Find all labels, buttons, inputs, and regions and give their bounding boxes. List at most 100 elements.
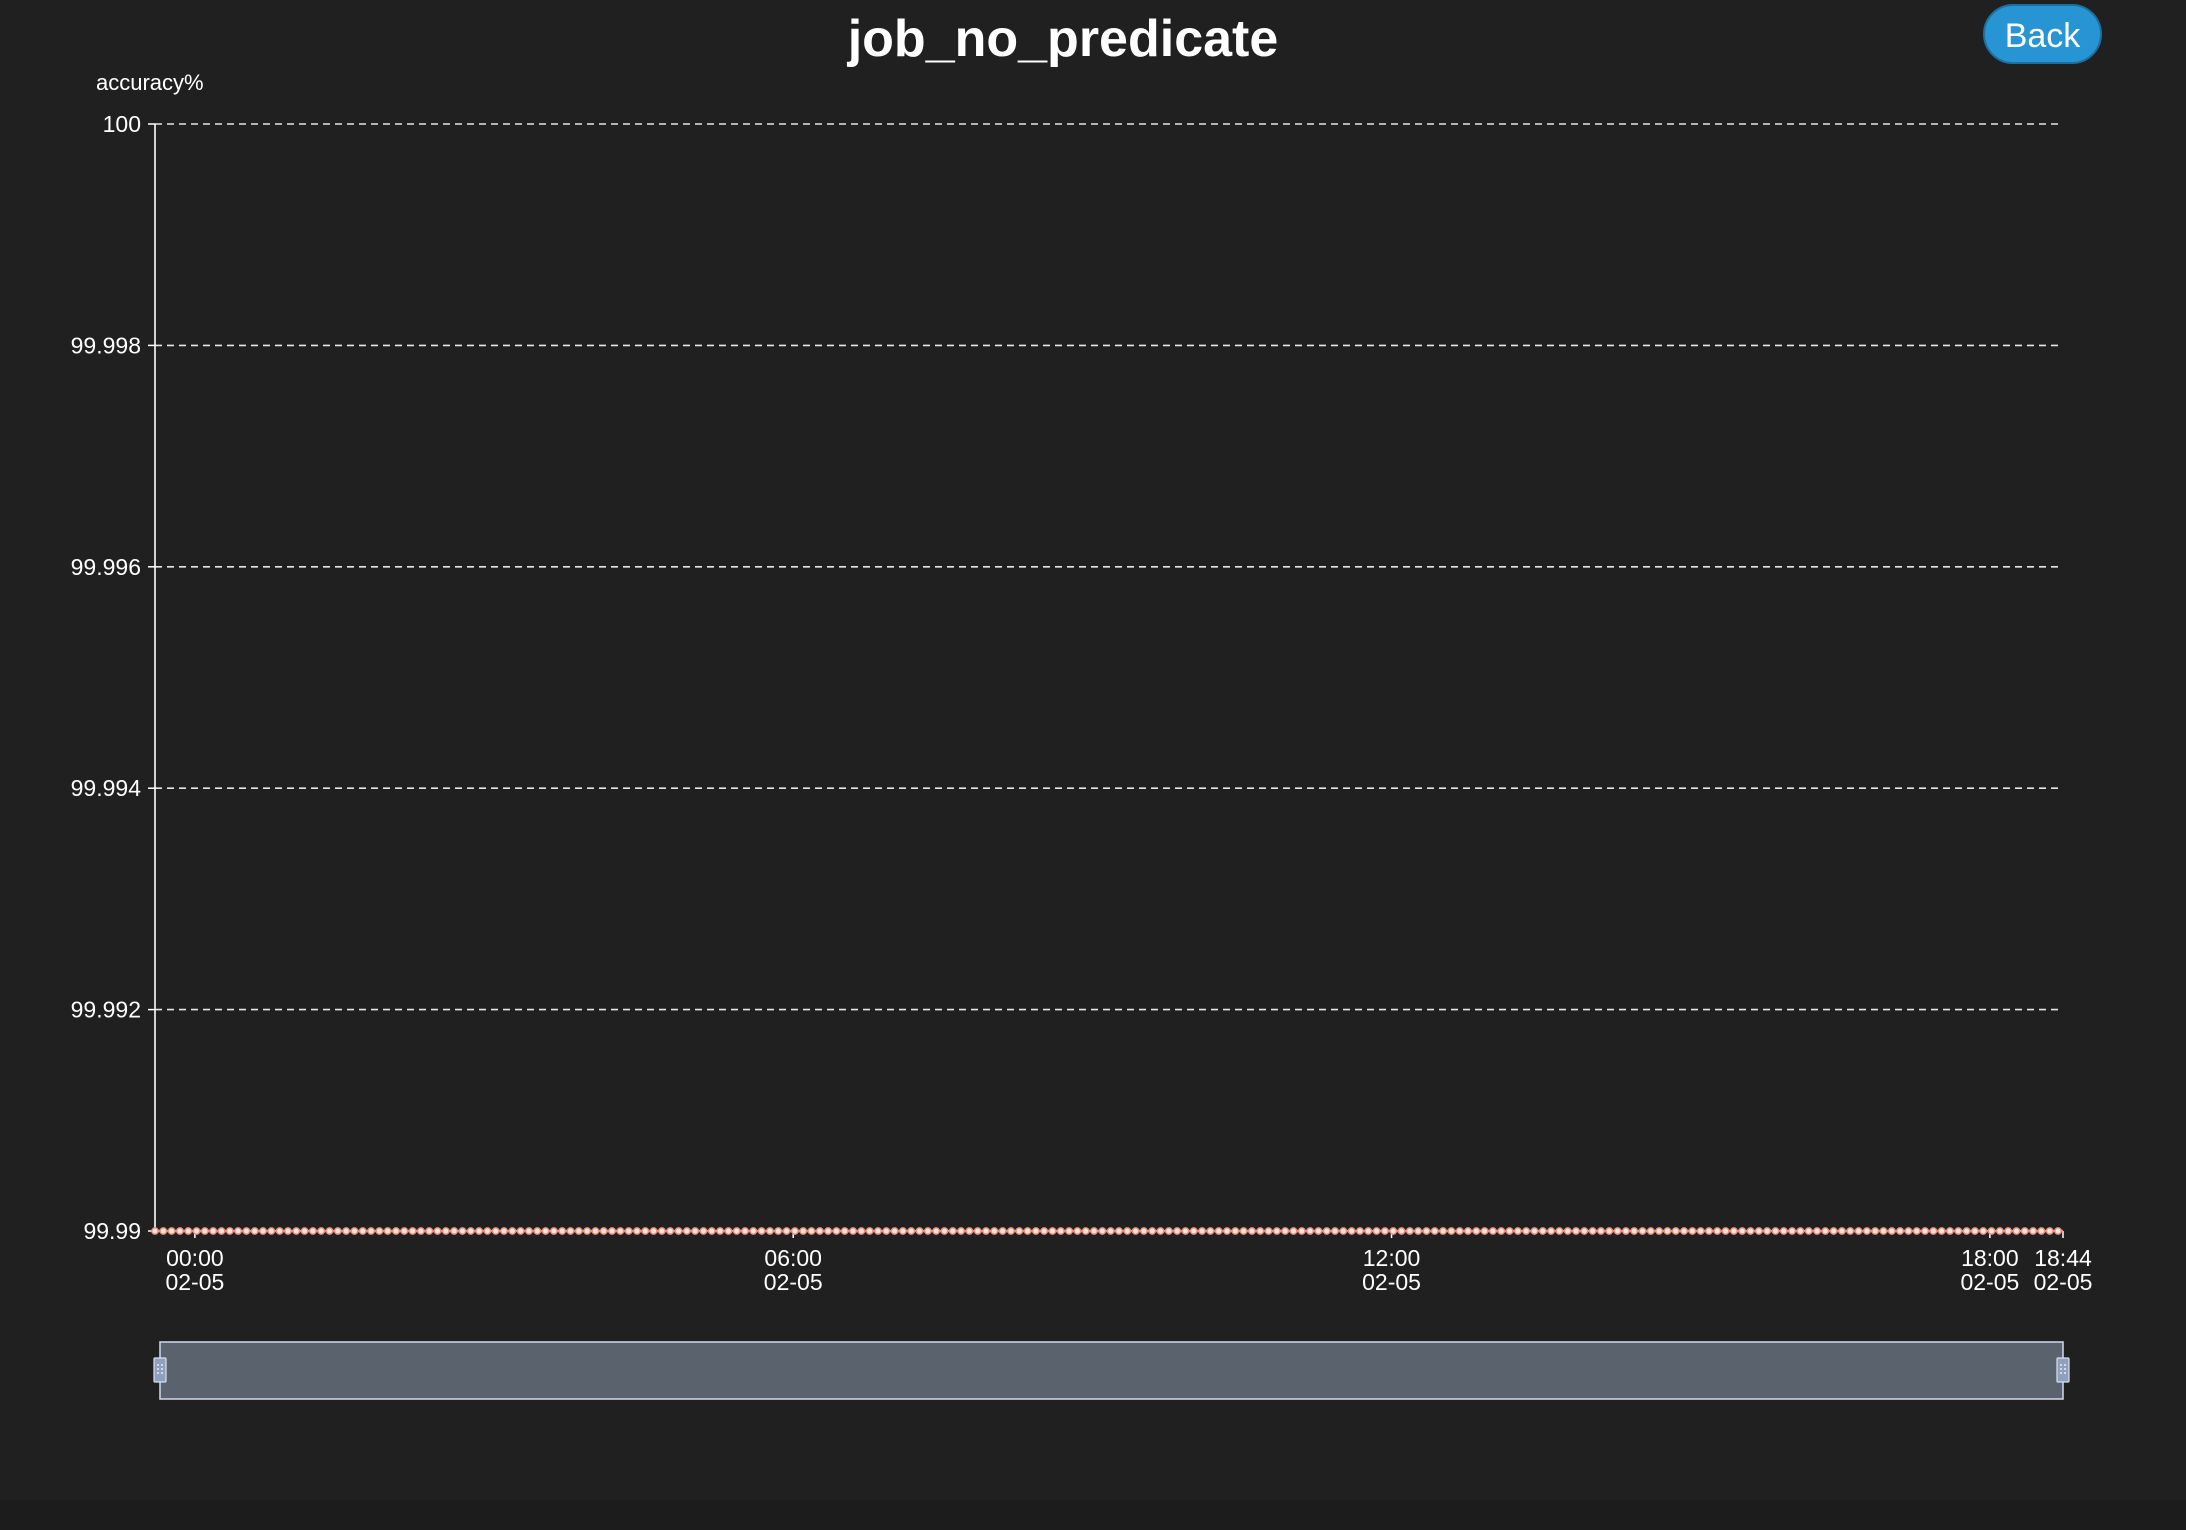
- data-point: [450, 1227, 459, 1235]
- data-point: [1621, 1227, 1630, 1235]
- data-point: [217, 1227, 226, 1235]
- data-point: [1106, 1227, 1115, 1235]
- data-point: [184, 1227, 193, 1235]
- data-point: [1505, 1227, 1514, 1235]
- data-point: [1887, 1227, 1896, 1235]
- data-point: [1239, 1227, 1248, 1235]
- data-point: [1464, 1227, 1472, 1235]
- data-point: [292, 1227, 301, 1235]
- data-point: [317, 1227, 326, 1235]
- data-point: [1563, 1227, 1572, 1235]
- data-point: [1971, 1227, 1979, 1235]
- data-point: [1306, 1227, 1315, 1235]
- data-point: [1405, 1227, 1414, 1235]
- data-point: [641, 1227, 650, 1235]
- data-point: [250, 1227, 259, 1235]
- data-point: [1447, 1227, 1456, 1235]
- data-point: [1771, 1227, 1780, 1235]
- data-point: [824, 1227, 833, 1235]
- data-point: [616, 1227, 625, 1235]
- data-point: [1281, 1227, 1290, 1235]
- back-button[interactable]: Back: [1983, 4, 2102, 64]
- data-point: [1015, 1227, 1024, 1235]
- data-point: [608, 1227, 616, 1235]
- data-point: [433, 1227, 442, 1235]
- data-point: [932, 1227, 941, 1235]
- data-point: [1530, 1227, 1539, 1235]
- data-point: [275, 1227, 284, 1235]
- data-point: [832, 1227, 841, 1235]
- data-point: [267, 1227, 276, 1235]
- data-point: [500, 1227, 508, 1235]
- zoom-handle-right[interactable]: [2056, 1357, 2070, 1383]
- zoom-slider-range[interactable]: [159, 1341, 2064, 1400]
- data-point: [1156, 1227, 1165, 1235]
- data-point: [915, 1227, 924, 1235]
- data-point: [1455, 1227, 1464, 1235]
- data-point: [225, 1227, 234, 1235]
- zoom-handle-left[interactable]: [153, 1357, 167, 1383]
- data-point: [300, 1227, 309, 1235]
- data-point: [1788, 1227, 1796, 1235]
- data-point: [1439, 1227, 1447, 1235]
- data-point: [375, 1227, 384, 1235]
- data-point: [458, 1227, 467, 1235]
- data-point: [1430, 1227, 1439, 1235]
- y-tick-label: 100: [103, 111, 141, 137]
- data-point: [1746, 1227, 1755, 1235]
- data-point: [1862, 1227, 1871, 1235]
- data-point: [1480, 1227, 1489, 1235]
- data-point: [1389, 1227, 1398, 1235]
- data-point: [1380, 1227, 1389, 1235]
- data-point: [159, 1227, 168, 1235]
- data-point: [1056, 1227, 1065, 1235]
- data-point: [2037, 1227, 2046, 1235]
- data-point: [1289, 1227, 1298, 1235]
- data-point: [624, 1227, 633, 1235]
- data-point: [599, 1227, 608, 1235]
- data-point: [383, 1227, 392, 1235]
- y-tick-label: 99.992: [71, 997, 141, 1023]
- data-point: [1364, 1227, 1373, 1235]
- data-point: [1331, 1227, 1339, 1235]
- data-point: [1630, 1227, 1639, 1235]
- data-point: [325, 1227, 334, 1235]
- data-point: [1314, 1227, 1323, 1235]
- data-point: [1946, 1227, 1954, 1235]
- data-point: [1031, 1227, 1040, 1235]
- data-point: [1173, 1227, 1182, 1235]
- data-point: [1223, 1227, 1231, 1235]
- data-point: [923, 1227, 932, 1235]
- data-point: [1356, 1227, 1364, 1235]
- data-point: [1838, 1227, 1846, 1235]
- data-point: [1588, 1227, 1597, 1235]
- data-point: [516, 1227, 525, 1235]
- data-point: [1256, 1227, 1265, 1235]
- data-point: [1854, 1227, 1863, 1235]
- y-tick-label: 99.99: [83, 1218, 141, 1244]
- data-point: [1721, 1227, 1730, 1235]
- data-point: [284, 1227, 292, 1235]
- data-point: [342, 1227, 351, 1235]
- x-tick-time: 00:00: [166, 1245, 224, 1271]
- data-point: [1007, 1227, 1015, 1235]
- data-point: [1513, 1227, 1522, 1235]
- data-point: [874, 1227, 882, 1235]
- data-point: [408, 1227, 417, 1235]
- data-point: [1115, 1227, 1123, 1235]
- x-tick-date: 02-05: [764, 1269, 823, 1295]
- y-tick-label: 99.998: [71, 332, 141, 358]
- y-tick-label: 99.996: [71, 554, 141, 580]
- data-point: [1073, 1227, 1082, 1235]
- data-point: [1081, 1227, 1090, 1235]
- data-point: [1580, 1227, 1589, 1235]
- data-point: [333, 1227, 342, 1235]
- data-point: [2020, 1227, 2029, 1235]
- data-point: [1248, 1227, 1256, 1235]
- data-point: [483, 1227, 492, 1235]
- data-point: [367, 1227, 375, 1235]
- data-point: [1829, 1227, 1838, 1235]
- data-point: [633, 1227, 641, 1235]
- data-point: [591, 1227, 600, 1235]
- data-point: [1954, 1227, 1963, 1235]
